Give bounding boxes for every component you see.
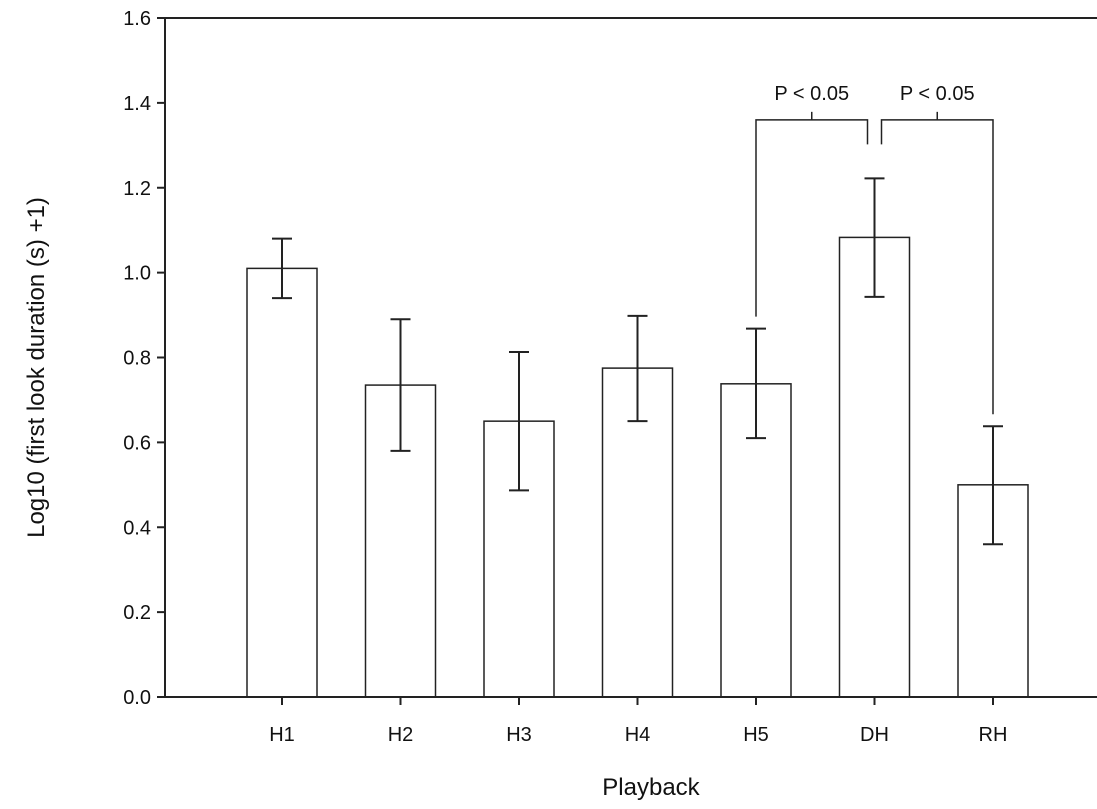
error-bar-dh: [864, 177, 885, 298]
bar-dh: [838, 236, 911, 698]
bar-h1: [246, 267, 318, 698]
error-bar-h3: [509, 350, 529, 492]
y-tick-label: 0.6: [123, 432, 151, 454]
x-tick-label-h4: H4: [625, 724, 651, 746]
y-ticks: 0.0 0.2 0.4 0.6 0.8 1.0 1.2 1.4 1.6: [123, 8, 165, 709]
x-tick-label-rh: RH: [979, 724, 1008, 746]
y-tick-label: 1.4: [123, 93, 151, 115]
x-ticks: H1 H2 H3 H4 H5 DH RH: [269, 697, 1007, 746]
bars-layer: [246, 236, 1029, 698]
x-tick-label-h5: H5: [743, 724, 769, 746]
significance-bracket: P < 0.05: [880, 83, 994, 415]
error-bar-h4: [627, 314, 648, 423]
y-tick-label: 1.6: [123, 8, 151, 30]
significance-bracket: P < 0.05: [755, 83, 869, 317]
error-bar-rh: [983, 425, 1003, 546]
y-tick-label: 0.8: [123, 348, 151, 370]
x-tick-label-h3: H3: [506, 724, 532, 746]
y-axis-title: Log10 (first look duration (s) +1): [23, 197, 50, 538]
significance-annotations: P < 0.05 P < 0.05: [755, 83, 994, 415]
y-tick-label: 0.2: [123, 602, 151, 624]
x-axis-title: Playback: [602, 774, 700, 801]
x-tick-label-h2: H2: [388, 724, 414, 746]
y-tick-label: 0.4: [123, 517, 151, 539]
significance-label: P < 0.05: [900, 83, 975, 105]
significance-label: P < 0.05: [774, 83, 849, 105]
y-tick-label: 1.0: [123, 263, 151, 285]
y-tick-label: 1.2: [123, 178, 151, 200]
error-bar-h1: [272, 237, 292, 300]
x-tick-label-h1: H1: [269, 724, 295, 746]
error-bar-h2: [390, 318, 411, 452]
y-tick-label: 0.0: [123, 687, 151, 709]
x-tick-label-dh: DH: [860, 724, 889, 746]
error-bars-layer: [272, 177, 1003, 546]
error-bar-h5: [746, 327, 766, 440]
